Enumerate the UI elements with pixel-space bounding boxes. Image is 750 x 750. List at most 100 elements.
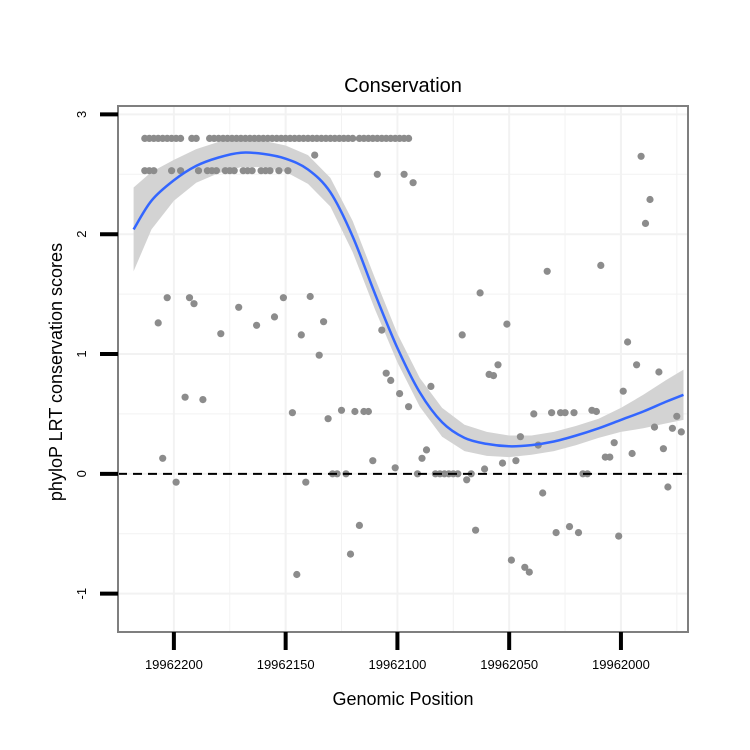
data-point — [349, 134, 357, 142]
data-point — [650, 423, 659, 431]
data-point — [369, 457, 377, 465]
data-point — [311, 151, 319, 159]
data-point — [615, 532, 623, 540]
x-axis-title: Genomic Position — [332, 689, 473, 709]
data-point — [185, 294, 194, 302]
data-point — [159, 454, 167, 462]
data-point — [561, 409, 569, 417]
y-axis: -1 0 1 2 3 — [74, 111, 118, 600]
data-point — [150, 167, 158, 175]
data-point — [476, 289, 484, 297]
data-point — [253, 321, 261, 329]
data-point — [418, 454, 426, 462]
data-point — [454, 470, 462, 478]
x-tick-label: 19962150 — [257, 657, 315, 672]
data-point — [284, 167, 292, 175]
data-point — [168, 167, 176, 175]
data-point — [217, 330, 225, 338]
data-point — [570, 409, 578, 417]
data-point — [637, 152, 645, 160]
y-tick-label: 2 — [74, 231, 89, 238]
data-point — [512, 457, 520, 465]
data-point — [355, 521, 363, 530]
data-point — [288, 409, 296, 417]
data-point — [293, 570, 301, 579]
y-axis-title: phyloP LRT conservation scores — [46, 243, 66, 501]
data-point — [400, 170, 408, 178]
data-point — [422, 446, 431, 454]
y-tick-label: -1 — [74, 588, 89, 600]
data-point — [633, 361, 641, 369]
data-point — [194, 167, 203, 175]
data-point — [592, 407, 601, 416]
data-point — [324, 415, 332, 423]
data-point — [507, 556, 515, 564]
data-point — [624, 338, 632, 346]
smooth-curve — [132, 151, 684, 448]
data-point — [177, 167, 185, 175]
data-points — [141, 134, 685, 579]
data-point — [574, 529, 583, 537]
data-point — [409, 179, 417, 187]
data-point — [677, 428, 685, 436]
data-point — [664, 483, 672, 491]
data-point — [548, 409, 556, 417]
x-tick-label: 19962050 — [480, 657, 538, 672]
data-point — [266, 167, 274, 175]
data-point — [190, 300, 198, 308]
data-point — [405, 403, 413, 411]
data-point — [333, 470, 341, 478]
data-point — [270, 313, 279, 321]
data-point — [279, 294, 287, 302]
data-point — [181, 393, 189, 401]
data-point — [235, 303, 243, 311]
data-point — [346, 550, 355, 558]
data-point — [306, 292, 314, 301]
data-point — [565, 523, 574, 531]
x-tick-label: 19962000 — [592, 657, 650, 672]
data-point — [154, 319, 162, 327]
data-point — [606, 453, 614, 461]
chart-title: Conservation — [344, 75, 462, 97]
data-point — [427, 382, 435, 390]
data-point — [387, 376, 395, 384]
data-point — [641, 219, 650, 227]
smooth-line — [132, 151, 684, 448]
data-point — [396, 390, 404, 398]
data-point — [521, 563, 529, 571]
y-tick-label: 1 — [74, 350, 89, 357]
data-point — [539, 489, 547, 497]
data-point — [413, 470, 422, 478]
data-point — [373, 170, 381, 178]
data-point — [659, 445, 668, 453]
data-point — [382, 369, 390, 377]
data-point — [525, 568, 533, 576]
data-point — [503, 320, 511, 328]
data-point — [405, 134, 413, 142]
x-tick-label: 19962200 — [145, 657, 203, 672]
panel-frame — [117, 105, 689, 633]
data-point — [619, 387, 627, 395]
data-point — [337, 406, 346, 414]
data-point — [315, 351, 323, 359]
data-point — [172, 478, 180, 486]
data-point — [668, 424, 677, 432]
data-point — [673, 412, 681, 420]
data-point — [610, 439, 618, 447]
data-point — [192, 134, 200, 142]
data-point — [364, 407, 372, 416]
data-point — [494, 361, 502, 369]
data-point — [463, 476, 471, 484]
data-point — [248, 167, 256, 175]
data-point — [320, 318, 328, 326]
data-point — [472, 526, 480, 534]
y-tick-label: 3 — [74, 111, 89, 118]
data-point — [275, 167, 283, 175]
data-point — [552, 529, 560, 537]
data-point — [628, 449, 636, 458]
data-point — [489, 372, 498, 380]
data-point — [212, 167, 220, 175]
data-point — [498, 459, 507, 467]
data-point — [516, 433, 525, 441]
